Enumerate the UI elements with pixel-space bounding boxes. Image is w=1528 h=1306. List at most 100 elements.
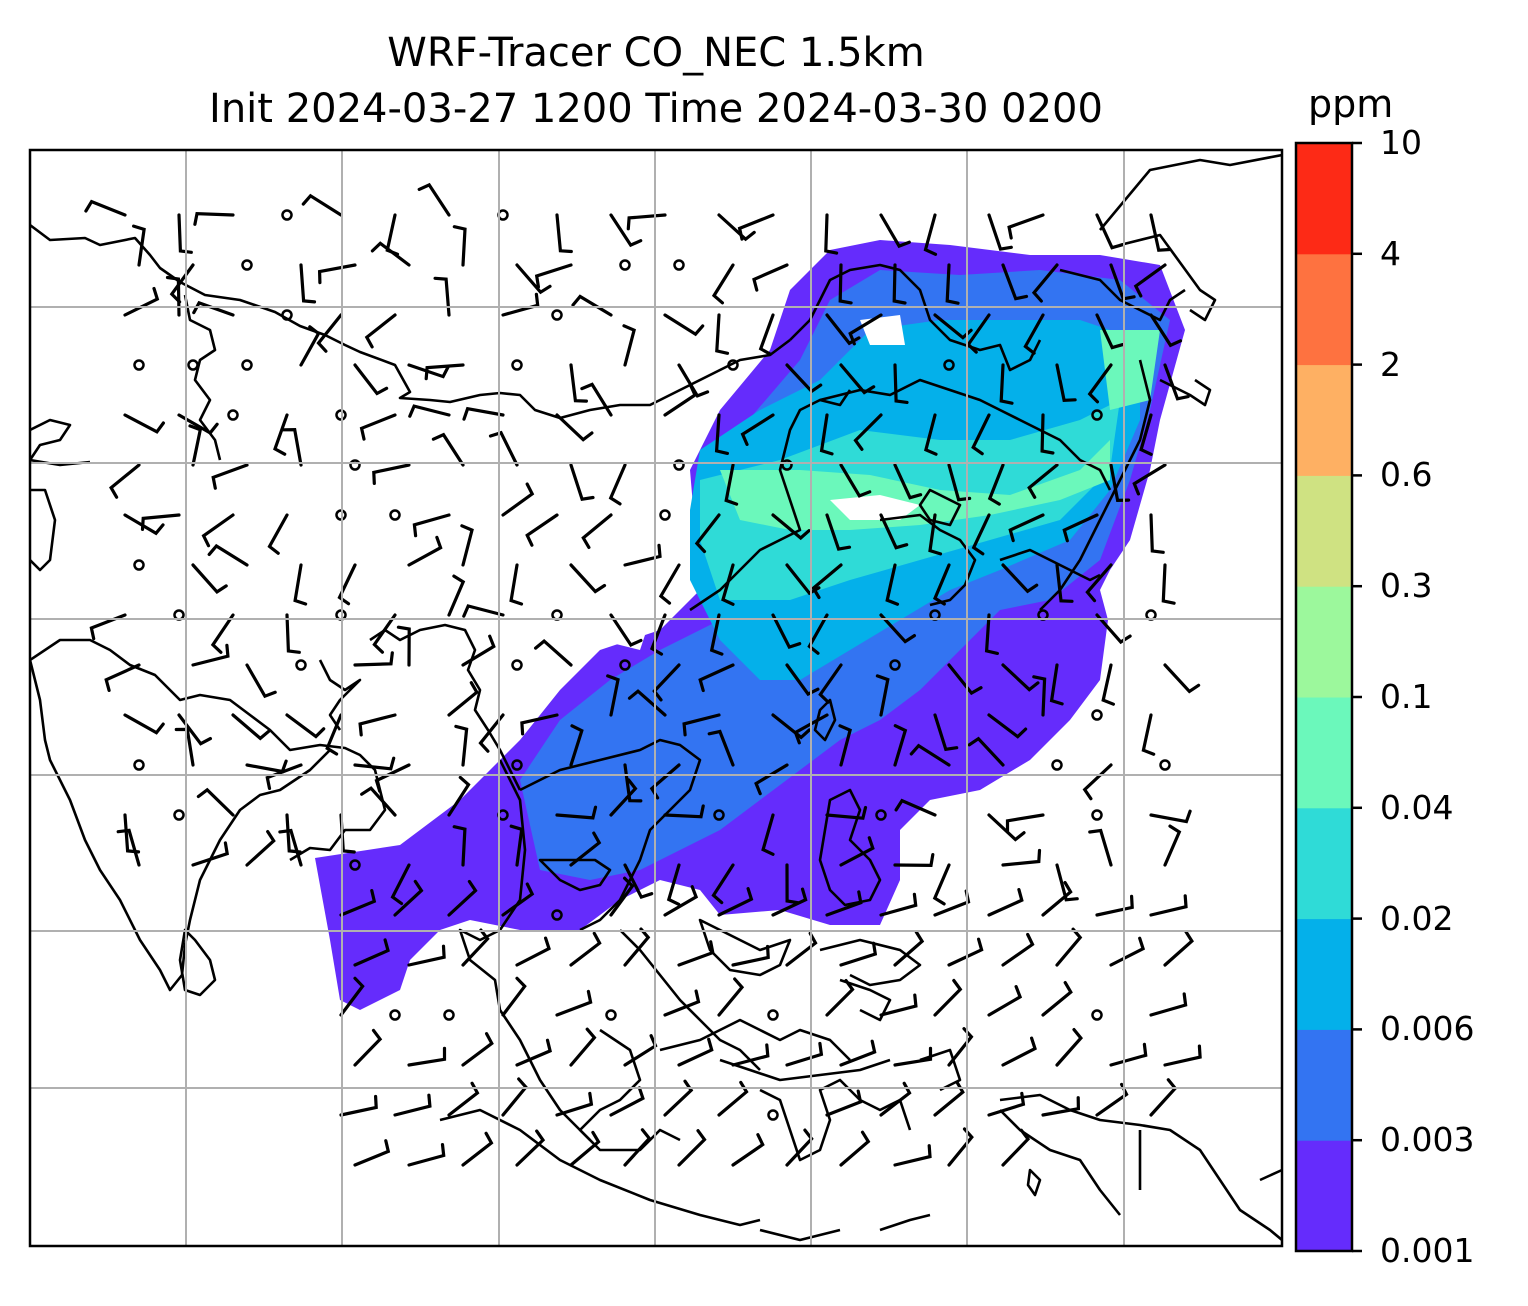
wind-barb (987, 985, 1023, 1017)
wind-barb (1055, 863, 1079, 902)
calm-wind-circle (551, 909, 563, 921)
wind-barb (1133, 263, 1167, 298)
calm-wind-circle (187, 359, 199, 371)
wind-barb (555, 413, 594, 442)
wind-barb (825, 513, 852, 551)
wind-barb (1007, 213, 1045, 240)
calm-wind-circle (713, 809, 725, 821)
wind-barb (461, 1032, 494, 1067)
wind-barb (740, 413, 775, 446)
wind-barb (555, 1091, 594, 1117)
wind-barb (622, 324, 636, 367)
wind-barb (1149, 992, 1188, 1017)
wind-barb (731, 1043, 770, 1067)
calm-wind-circle (889, 659, 901, 671)
calm-wind-circle (1091, 409, 1103, 421)
wind-barb (1055, 927, 1083, 967)
chart-subtitle: Init 2024-03-27 1200 Time 2024-03-30 020… (209, 86, 1103, 132)
wind-barb (1055, 1028, 1083, 1067)
calm-wind-circle (389, 1009, 401, 1021)
wind-barb (731, 1133, 765, 1167)
wind-barb (569, 831, 602, 867)
wind-barb (501, 882, 535, 917)
wind-barb (824, 213, 839, 255)
wind-barb (928, 513, 943, 556)
calm-wind-circle (1091, 709, 1103, 721)
wind-barb (731, 944, 770, 967)
wind-barb (462, 604, 505, 618)
colorbar-segment (1296, 1140, 1352, 1252)
wind-barb (501, 1077, 529, 1117)
colorbar-segment (1296, 918, 1352, 1030)
colorbar-tick-label: 0.3 (1380, 566, 1433, 606)
wind-barb (1040, 413, 1055, 455)
wind-barb (1001, 1036, 1037, 1067)
wind-barb (282, 427, 303, 467)
colorbar-segment (1296, 697, 1352, 809)
wind-barb (663, 885, 699, 917)
map-frame (28, 148, 1284, 1248)
wind-barb (825, 313, 861, 346)
wind-barb (316, 313, 343, 353)
calm-wind-circle (511, 759, 523, 771)
colorbar-tick-label: 0.04 (1380, 787, 1454, 827)
wind-barb (1087, 363, 1113, 404)
wind-barb (793, 713, 829, 745)
wind-barb (207, 543, 249, 567)
wind-barb (447, 681, 479, 717)
wind-barb (393, 879, 424, 917)
wind-barb (698, 663, 735, 693)
wind-barb (525, 513, 559, 547)
wind-barb (839, 836, 875, 867)
wind-barb (967, 736, 1005, 767)
wind-barb (454, 724, 469, 767)
colorbar-tick-label: 0.006 (1380, 1009, 1475, 1049)
colorbar-segment (1296, 143, 1352, 255)
wind-barb (339, 1094, 378, 1117)
wind-barb (1032, 675, 1047, 717)
wind-barb (1031, 263, 1059, 303)
wind-barb (1008, 513, 1045, 543)
plume-layer-0.04 (1100, 330, 1160, 410)
wind-barb (893, 853, 935, 868)
wind-barb (396, 625, 411, 667)
wind-barb (339, 976, 365, 1017)
wind-barb (1163, 363, 1190, 401)
wind-barb (461, 928, 490, 967)
wind-barb (724, 463, 739, 506)
wind-barb (893, 724, 908, 767)
wind-barb (825, 979, 855, 1017)
wind-barb (1109, 1042, 1148, 1067)
wind-barb (165, 275, 181, 317)
wind-barb (1041, 981, 1073, 1017)
wind-barb (623, 763, 643, 803)
wind-barb (711, 863, 735, 905)
wind-barb (360, 786, 397, 817)
calm-wind-circle (281, 309, 293, 321)
wind-barb (1001, 563, 1039, 594)
colorbar-tick-label: 0.003 (1380, 1120, 1475, 1160)
calm-wind-circle (875, 809, 887, 821)
wind-barb (875, 674, 890, 717)
wind-barb (987, 1091, 1026, 1117)
wind-barb (623, 863, 654, 900)
wind-barb (569, 931, 602, 967)
wind-barb (447, 1081, 480, 1117)
wind-barb (433, 276, 451, 317)
wind-barb (1095, 894, 1134, 917)
calm-wind-circle (673, 259, 685, 271)
wind-barb (325, 713, 343, 756)
wind-barb (1095, 213, 1125, 250)
wind-barb (879, 1081, 912, 1117)
wind-barb (109, 463, 141, 499)
wind-barb (609, 1086, 645, 1117)
wind-barb (390, 863, 411, 906)
calm-wind-circle (1091, 1009, 1103, 1021)
wind-barb (966, 313, 991, 354)
wind-barb (353, 1139, 391, 1167)
wind-barb (893, 463, 923, 500)
wind-barb (515, 263, 552, 295)
wind-barb (509, 563, 524, 606)
wind-barb (1163, 930, 1194, 967)
